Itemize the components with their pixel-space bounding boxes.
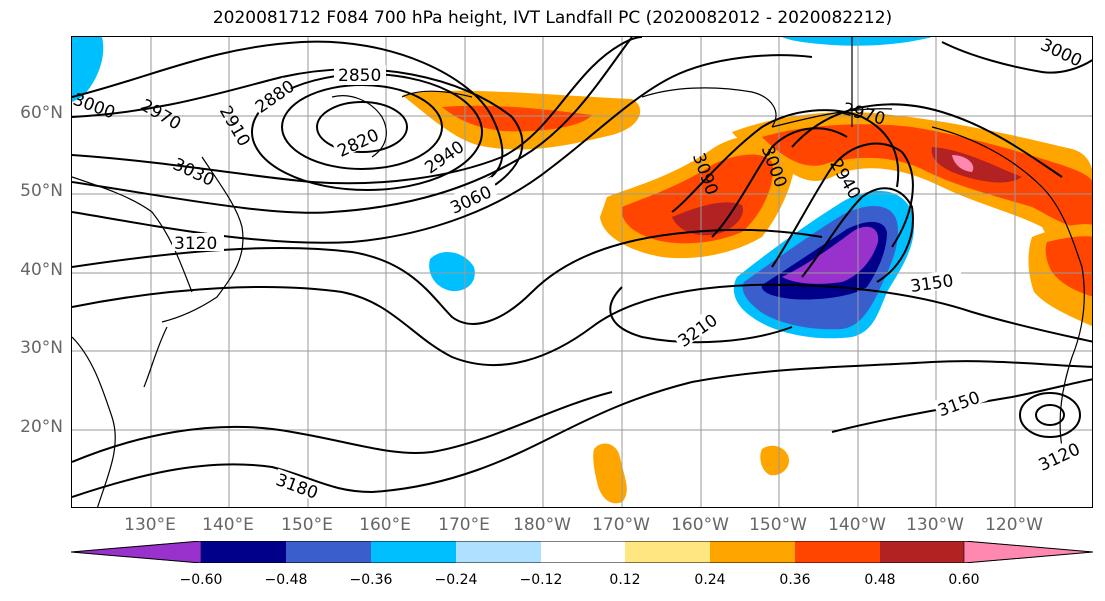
map-canvas: 2850 2880 3000 2970 2910 2820 2940 3030 …: [72, 37, 1092, 507]
contour-line: [609, 286, 793, 344]
contour-line: [801, 187, 914, 283]
negative-region: [782, 37, 932, 46]
contour-line: [72, 283, 1092, 366]
ivt-shading: [72, 37, 1092, 504]
colorbar-tick-label: 0.36: [779, 572, 811, 588]
positive-region: [952, 155, 974, 172]
lon-label: 170°E: [438, 515, 490, 535]
colorbar-tick-label: 0.48: [864, 572, 896, 588]
lon-label: 140°W: [828, 515, 886, 535]
contour-line: [281, 84, 443, 170]
positive-region: [762, 124, 1092, 228]
colorbar-segment: [456, 541, 541, 563]
positive-region: [672, 202, 743, 236]
contour-line: [941, 41, 1092, 74]
lon-label: 150°W: [749, 515, 807, 535]
colorbar-tick-label: −0.36: [349, 572, 393, 588]
negative-region: [72, 37, 104, 102]
lon-label: 180°W: [513, 515, 571, 535]
lat-label: 40°N: [20, 260, 63, 280]
lat-label: 60°N: [20, 103, 63, 123]
colorbar-tick-label: 0.24: [694, 572, 726, 588]
positive-region: [760, 445, 790, 476]
colorbar: [71, 541, 1093, 563]
colorbar-max-arrow: [963, 541, 1093, 563]
contour-label: 3030: [170, 154, 218, 190]
map-panel: 2850 2880 3000 2970 2910 2820 2940 3030 …: [71, 36, 1093, 508]
positive-region: [593, 443, 627, 504]
colorbar-segment: [795, 541, 880, 563]
contour-line: [791, 103, 1063, 178]
colorbar-tick-label: −0.60: [179, 572, 223, 588]
positive-region: [1045, 236, 1092, 297]
colorbar-segment: [710, 541, 795, 563]
colorbar-segment: [625, 541, 710, 563]
lat-label: 30°N: [20, 338, 63, 358]
lat-label: 20°N: [20, 417, 63, 437]
lon-label: 150°E: [281, 515, 333, 535]
contour-label: 3000: [72, 90, 118, 124]
contour-line: [671, 109, 900, 213]
colorbar-segment: [201, 541, 286, 563]
colorbar-tick-label: −0.48: [264, 572, 308, 588]
contour-line: [831, 378, 1092, 433]
contour-line: [72, 360, 1092, 498]
colorbar-tick-label: −0.24: [434, 572, 478, 588]
contour-line: [72, 54, 813, 244]
contour-line: [1019, 392, 1081, 438]
contour-line: [72, 40, 504, 188]
lon-label: 160°E: [359, 515, 411, 535]
contour-label: 3000: [1037, 37, 1085, 71]
colorbar-tick-label: 0.12: [609, 572, 641, 588]
contour-line: [1035, 404, 1065, 426]
colorbar-segment: [880, 541, 964, 563]
contour-line: [316, 101, 408, 153]
lon-label: 170°W: [592, 515, 650, 535]
contour-line: [72, 391, 613, 463]
colorbar-min-arrow: [71, 541, 202, 563]
contour-label: 2940: [421, 137, 468, 178]
height-contours: [72, 37, 1092, 498]
lat-label: 50°N: [20, 181, 63, 201]
negative-region: [429, 252, 475, 292]
lon-label: 160°W: [671, 515, 729, 535]
lon-label: 130°W: [906, 515, 964, 535]
contour-label: 2850: [338, 66, 381, 86]
contour-label: 2910: [215, 103, 254, 150]
lon-label: 140°E: [202, 515, 254, 535]
map-title: 2020081712 F084 700 hPa height, IVT Land…: [212, 8, 893, 28]
contour-label: 3120: [174, 234, 217, 254]
contour-line: [72, 37, 643, 185]
colorbar-tick-label: −0.12: [519, 572, 563, 588]
contour-line: [711, 127, 848, 238]
contour-label: 3150: [909, 271, 955, 297]
contour-line: [72, 228, 823, 325]
colorbar-segment: [371, 541, 456, 563]
contour-line: [72, 37, 633, 214]
colorbar-segment: [286, 541, 371, 563]
negative-region: [782, 226, 879, 284]
contour-label: 2970: [137, 95, 184, 134]
contour-line: [771, 142, 914, 268]
lon-label: 120°W: [985, 515, 1043, 535]
colorbar-tick-label: 0.60: [948, 572, 980, 588]
lon-label: 130°E: [124, 515, 176, 535]
colorbar-segment: [541, 541, 625, 563]
